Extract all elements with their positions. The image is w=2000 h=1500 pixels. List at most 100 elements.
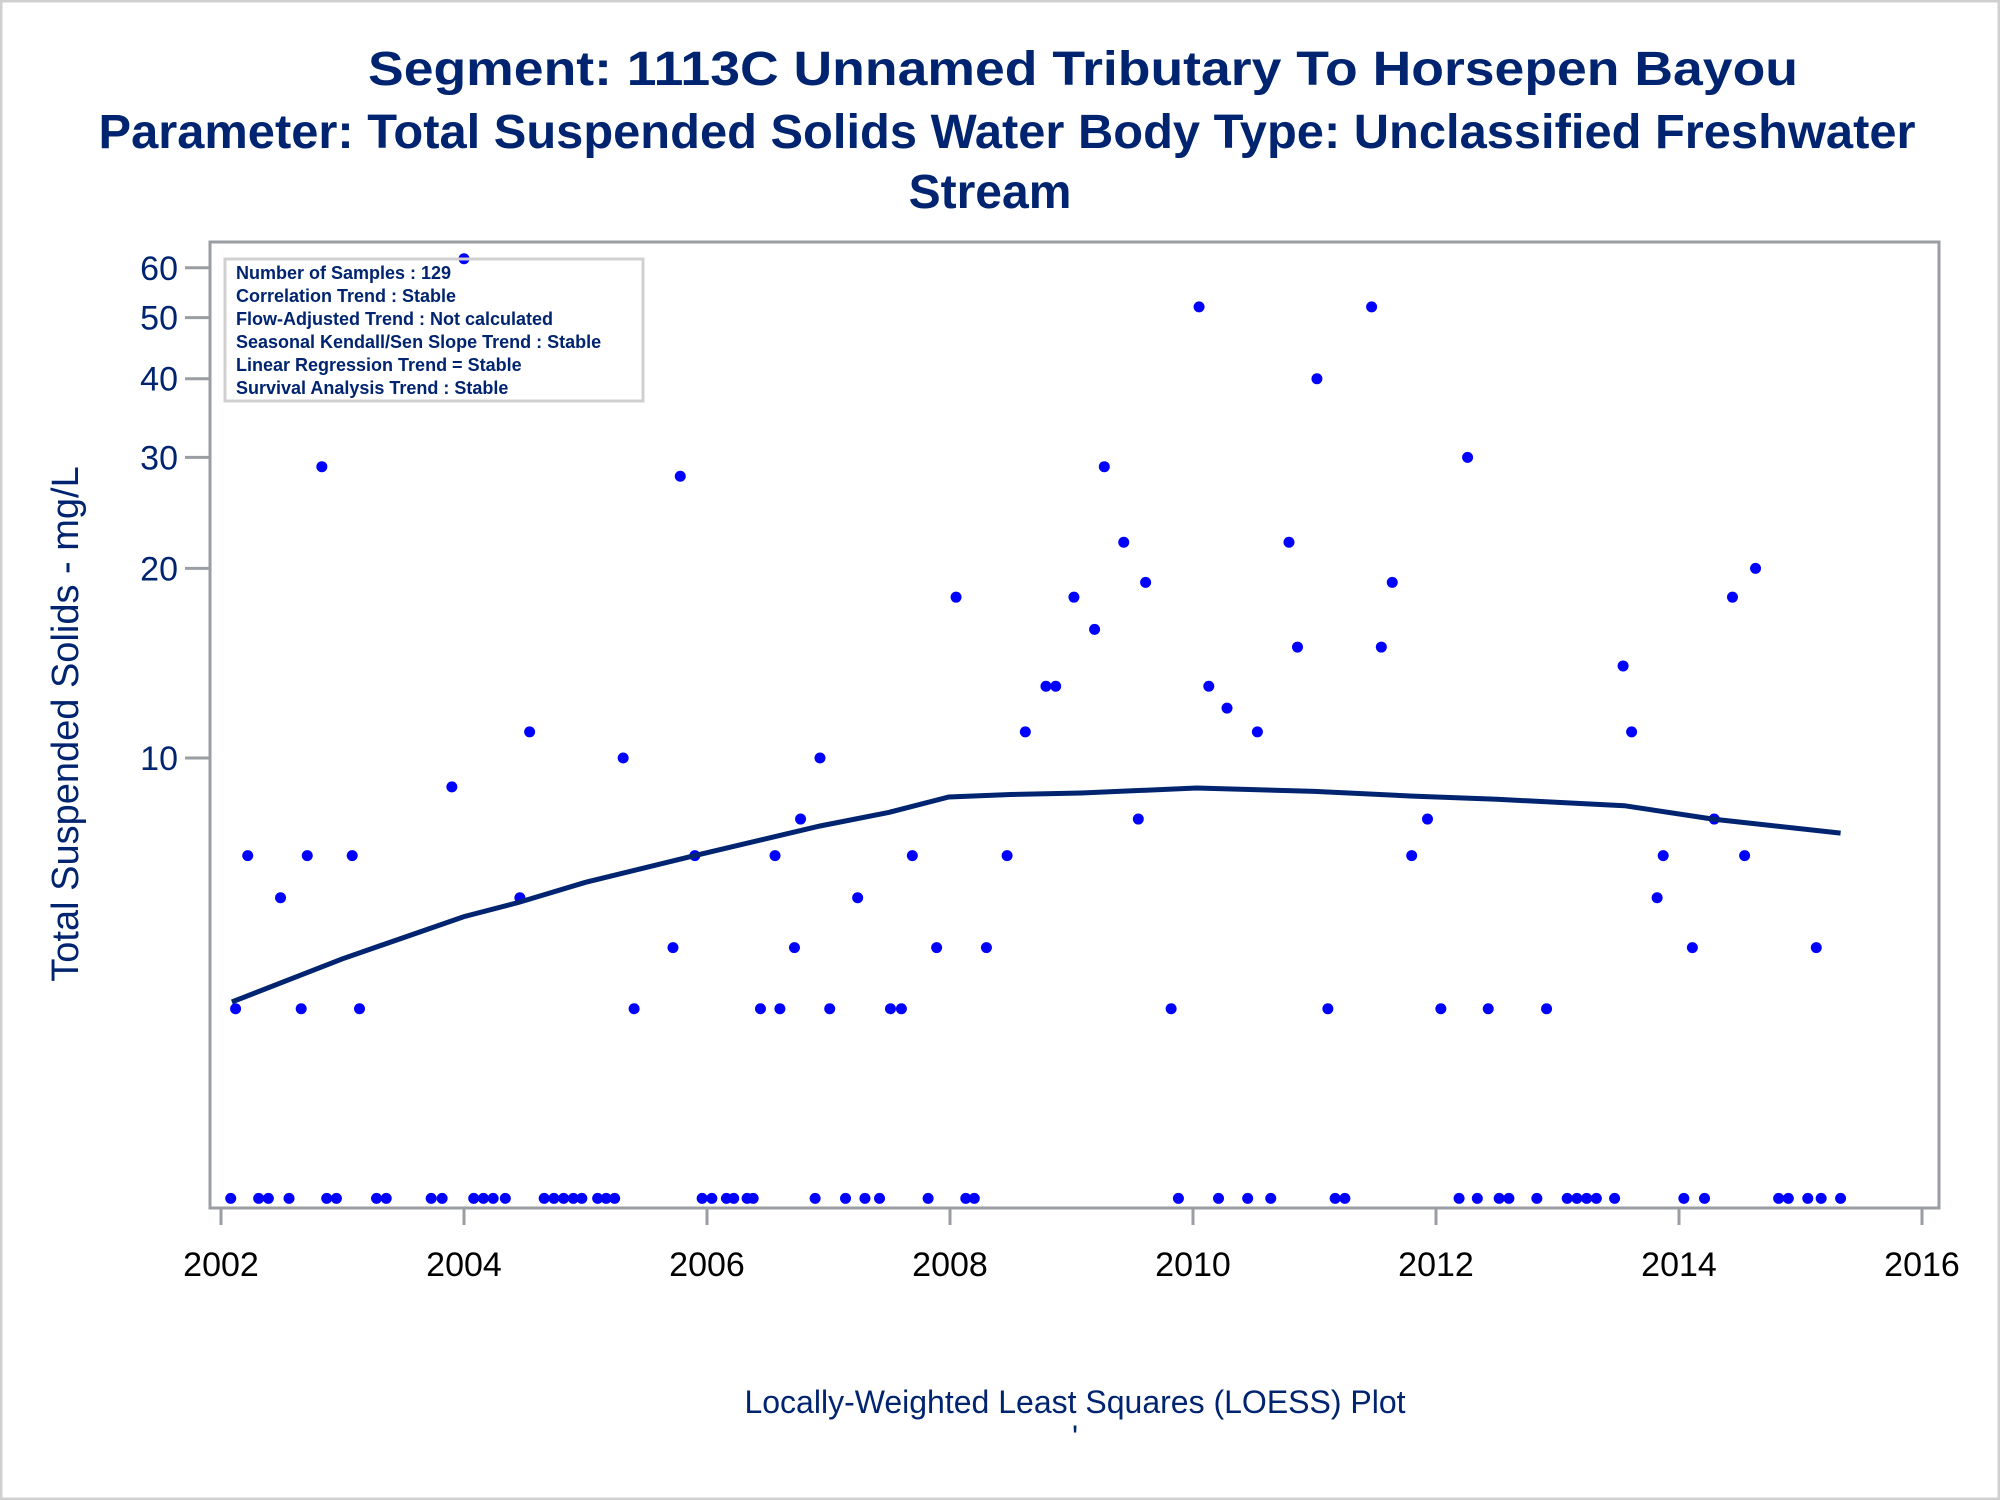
data-point	[380, 1192, 392, 1204]
data-point	[696, 1192, 708, 1204]
data-point	[1503, 1192, 1515, 1204]
data-point	[1291, 641, 1303, 653]
data-point	[425, 1192, 437, 1204]
data-point	[592, 1192, 604, 1204]
x-tick-label: 2012	[1398, 1246, 1474, 1284]
y-tick-label: 40	[140, 361, 178, 399]
data-point	[754, 1003, 766, 1015]
loess-curve	[230, 785, 1841, 1005]
stats-flow-adjusted-trend: Flow-Adjusted Trend : Not calculated	[236, 309, 553, 329]
y-tick-label: 50	[140, 300, 178, 338]
data-point	[884, 1003, 896, 1015]
y-axis-label: Total Suspended Solids - mg/L	[45, 466, 87, 981]
data-point	[814, 752, 826, 764]
data-point	[859, 1192, 871, 1204]
data-point	[283, 1192, 295, 1204]
data-point	[1802, 1192, 1814, 1204]
data-point	[1421, 813, 1433, 825]
data-point	[1726, 591, 1738, 603]
data-point	[774, 1003, 786, 1015]
data-point	[524, 726, 536, 738]
data-point	[1089, 623, 1101, 635]
data-point	[487, 1192, 499, 1204]
data-point	[262, 1192, 274, 1204]
data-point	[906, 850, 918, 862]
data-point	[968, 1192, 980, 1204]
x-tick-label: 2014	[1641, 1246, 1717, 1284]
stats-samples: Number of Samples : 129	[236, 263, 451, 283]
data-point	[1617, 660, 1629, 672]
data-point	[1626, 726, 1638, 738]
data-point	[1165, 1003, 1177, 1015]
y-tick-label: 10	[140, 740, 178, 778]
data-point	[795, 813, 807, 825]
data-point	[1406, 850, 1418, 862]
data-point	[1739, 850, 1751, 862]
sample-points	[225, 253, 1847, 1204]
data-point	[1213, 1192, 1225, 1204]
y-tick-label: 60	[140, 250, 178, 288]
data-point	[1699, 1192, 1711, 1204]
data-point	[1265, 1192, 1277, 1204]
y-axis-ticks: 10 20 30 40 50 60	[140, 250, 210, 778]
data-point	[321, 1192, 333, 1204]
data-point	[1311, 373, 1323, 385]
data-point	[1322, 1003, 1334, 1015]
data-point	[538, 1192, 550, 1204]
data-point	[1339, 1192, 1351, 1204]
stats-linear-regression-trend: Linear Regression Trend = Stable	[236, 355, 522, 375]
data-point	[477, 1192, 489, 1204]
data-point	[1375, 641, 1387, 653]
data-point	[674, 470, 686, 482]
data-point	[1386, 576, 1398, 588]
data-point	[253, 1192, 265, 1204]
data-point	[960, 1192, 972, 1204]
chart-title-line-2: Parameter: Total Suspended Solids Water …	[99, 106, 1916, 159]
data-point	[728, 1192, 740, 1204]
x-tick-label: 2004	[426, 1246, 502, 1284]
data-point	[548, 1192, 560, 1204]
data-point	[1068, 591, 1080, 603]
data-point	[1686, 942, 1698, 954]
data-point	[1651, 892, 1663, 904]
data-point	[950, 591, 962, 603]
data-point	[225, 1192, 237, 1204]
data-point	[667, 942, 679, 954]
data-point	[1471, 1192, 1483, 1204]
data-point	[1581, 1192, 1593, 1204]
data-point	[1561, 1192, 1573, 1204]
data-point	[468, 1192, 480, 1204]
data-point	[600, 1192, 612, 1204]
data-point	[1242, 1192, 1254, 1204]
data-point	[1571, 1192, 1583, 1204]
x-tick-label: 2006	[669, 1246, 745, 1284]
data-point	[1541, 1003, 1553, 1015]
data-point	[788, 942, 800, 954]
data-point	[852, 892, 864, 904]
y-tick-label: 30	[140, 439, 178, 477]
data-point	[446, 781, 458, 793]
data-point	[1657, 850, 1669, 862]
data-point	[747, 1192, 759, 1204]
data-point	[931, 942, 943, 954]
data-point	[436, 1192, 448, 1204]
x-tick-label: 2002	[183, 1246, 259, 1284]
chart-title-line-3: Stream	[909, 166, 1072, 219]
data-point	[1782, 1192, 1794, 1204]
data-point	[1251, 726, 1263, 738]
data-point	[242, 850, 254, 862]
data-point	[1590, 1192, 1602, 1204]
x-tick-label: 2010	[1155, 1246, 1231, 1284]
data-point	[840, 1192, 852, 1204]
data-point	[922, 1192, 934, 1204]
footer-mark: '	[1072, 1419, 1078, 1455]
data-point	[1172, 1192, 1184, 1204]
data-point	[609, 1192, 621, 1204]
data-point	[576, 1192, 588, 1204]
plot-frame	[208, 240, 1941, 1210]
data-point	[1098, 461, 1110, 473]
data-point	[980, 942, 992, 954]
data-point	[769, 850, 781, 862]
data-point	[809, 1192, 821, 1204]
